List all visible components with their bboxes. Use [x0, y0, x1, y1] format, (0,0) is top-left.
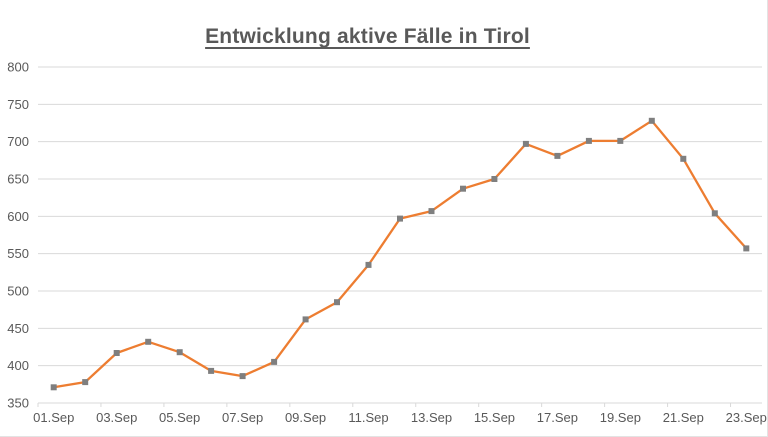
y-axis-label: 600	[7, 209, 29, 224]
data-point-marker	[208, 367, 215, 374]
data-point-marker	[302, 316, 309, 323]
data-point-marker	[271, 358, 278, 365]
data-point-marker	[113, 350, 120, 356]
y-axis-label: 350	[7, 396, 29, 411]
data-point-marker	[397, 215, 403, 222]
x-axis-label: 17.Sep	[537, 410, 578, 425]
data-point-marker	[82, 379, 89, 386]
data-point-marker	[334, 299, 340, 306]
data-point-marker	[522, 140, 529, 147]
x-axis-label: 13.Sep	[411, 410, 452, 425]
chart-title: Entwicklung aktive Fälle in Tirol	[205, 25, 530, 48]
data-point-marker	[176, 349, 183, 356]
data-point-marker	[365, 261, 372, 268]
x-axis-label: 03.Sep	[96, 410, 137, 425]
data-point-marker	[554, 152, 561, 159]
data-point-marker	[617, 137, 624, 144]
data-point-marker	[585, 137, 592, 144]
data-point-marker	[239, 373, 246, 380]
x-axis-label: 19.Sep	[600, 410, 641, 425]
y-axis-label: 500	[7, 284, 29, 299]
y-axis-label: 700	[7, 134, 29, 149]
y-axis-label: 400	[7, 358, 29, 373]
y-axis-label: 800	[7, 60, 29, 75]
data-point-marker	[743, 245, 750, 252]
x-axis-label: 07.Sep	[222, 410, 263, 425]
y-axis-label: 450	[7, 321, 29, 336]
data-point-marker	[680, 155, 687, 162]
x-axis-label: 11.Sep	[348, 410, 388, 425]
x-axis-label: 21.Sep	[663, 410, 704, 425]
y-axis-label: 650	[7, 172, 29, 187]
x-axis-label: 05.Sep	[159, 410, 200, 425]
data-point-marker	[428, 208, 435, 215]
data-point-marker	[460, 185, 466, 192]
data-point-marker	[491, 176, 498, 182]
data-point-marker	[145, 338, 152, 345]
data-point-marker	[50, 384, 57, 391]
x-axis-label: 01.Sep	[33, 410, 74, 425]
y-axis-label: 550	[7, 246, 29, 261]
x-axis-label: 15.Sep	[474, 410, 515, 425]
y-axis-label: 750	[7, 97, 29, 112]
x-axis-label: 23.Sep	[726, 410, 767, 425]
data-point-marker	[711, 210, 718, 217]
x-axis-label: 09.Sep	[285, 410, 326, 425]
data-point-marker	[648, 117, 655, 124]
